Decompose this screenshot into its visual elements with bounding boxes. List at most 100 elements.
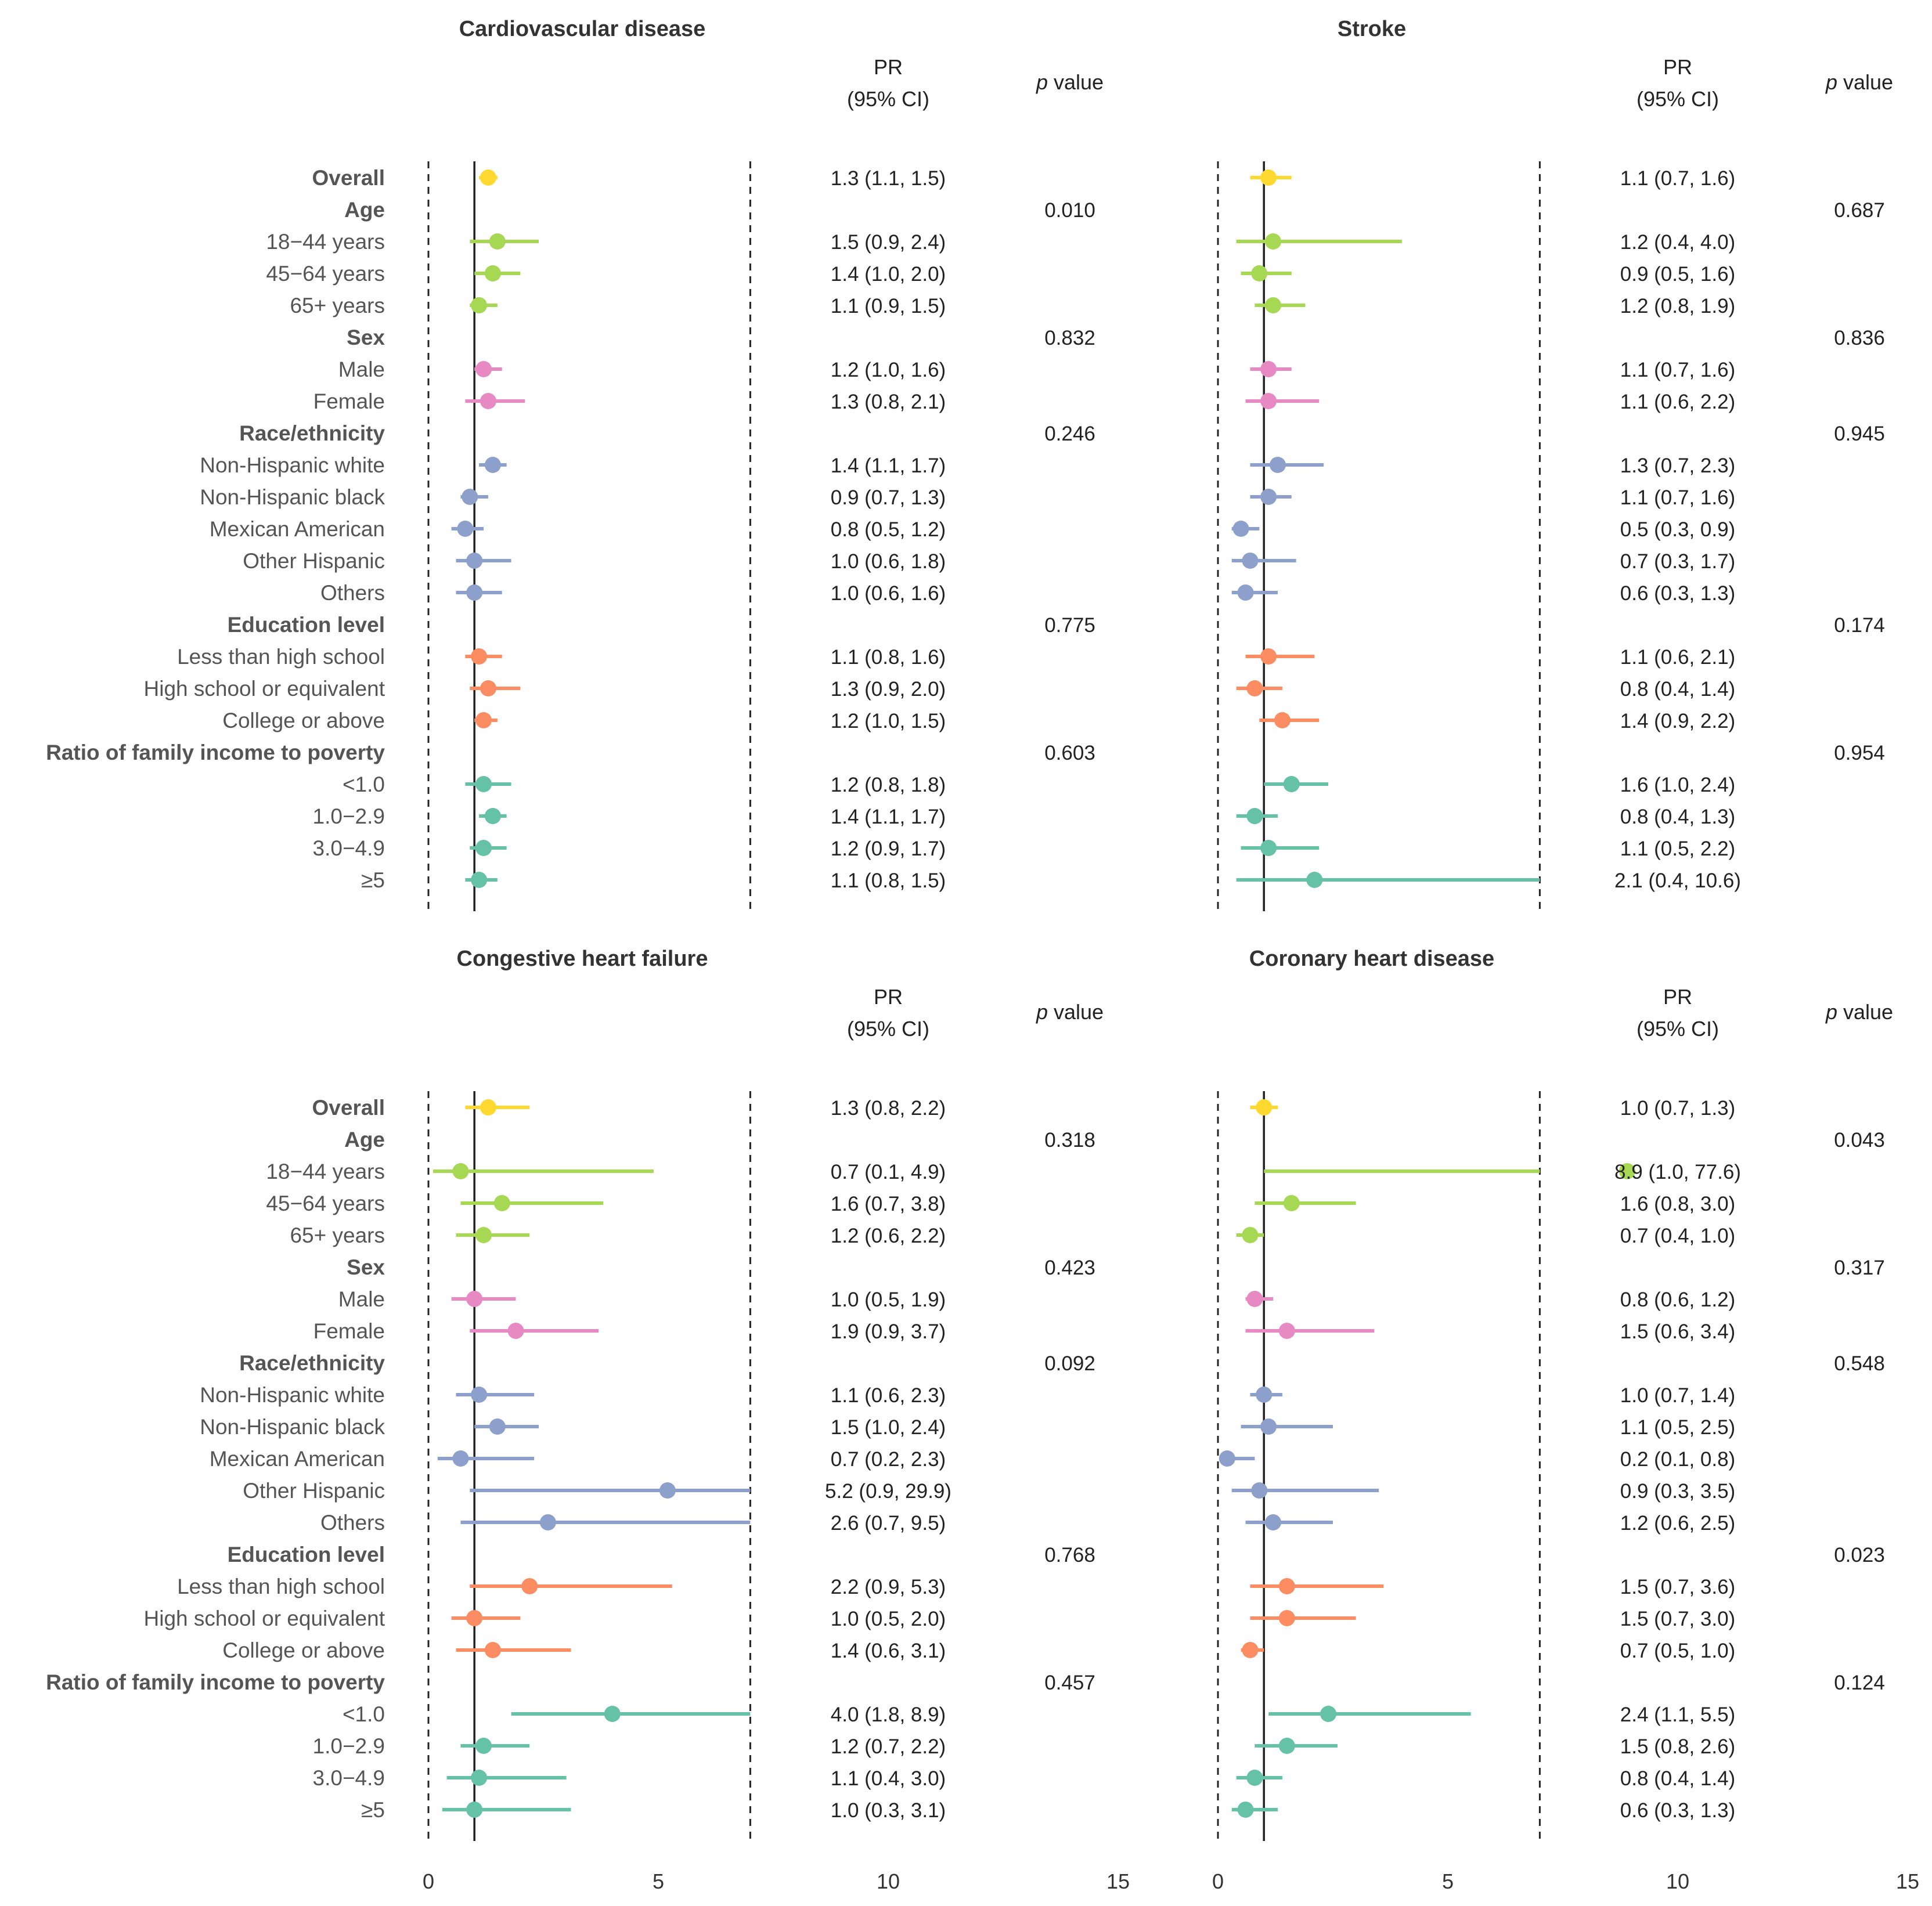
- forest-row: 1.0 (0.7, 1.4): [1250, 1384, 1735, 1407]
- pr-ci-value: 1.4 (0.9, 2.2): [1620, 710, 1735, 732]
- forest-row: 1.1 (0.6, 2.2): [1245, 391, 1735, 413]
- pr-ci-value: 0.7 (0.1, 4.9): [831, 1161, 946, 1183]
- forest-row: 1.1 (0.5, 2.2): [1241, 838, 1735, 860]
- pr-ci-value: 0.8 (0.4, 1.4): [1620, 678, 1735, 701]
- point-estimate: [484, 457, 501, 473]
- point-estimate: [1260, 489, 1277, 505]
- point-estimate: [475, 1227, 492, 1243]
- pr-ci-value: 1.0 (0.7, 1.4): [1620, 1384, 1735, 1407]
- pr-ci-value: 1.5 (0.6, 3.4): [1620, 1320, 1735, 1343]
- forest-row: College or above 1.4 (0.6, 3.1): [222, 1638, 946, 1662]
- pr-ci-value: 1.1 (0.7, 1.6): [1620, 486, 1735, 509]
- point-estimate: [1278, 1578, 1295, 1594]
- pr-ci-value: 0.7 (0.5, 1.0): [1620, 1640, 1735, 1662]
- pr-ci-value: 1.1 (0.4, 3.0): [831, 1767, 946, 1790]
- panel-title: Cardiovascular disease: [459, 17, 706, 41]
- group-label: Ratio of family income to poverty: [46, 1670, 385, 1694]
- row-header: Age 0.010: [344, 198, 1095, 222]
- point-estimate: [1278, 1323, 1295, 1339]
- row-header: Race/ethnicity 0.246: [239, 421, 1095, 445]
- pr-ci-value: 1.1 (0.6, 2.1): [1620, 646, 1735, 669]
- point-estimate: [1278, 1738, 1295, 1754]
- pr-ci-value: 1.5 (0.7, 3.6): [1620, 1576, 1735, 1598]
- point-estimate: [1246, 680, 1263, 696]
- row-label: Female: [313, 389, 385, 413]
- group-label: Race/ethnicity: [239, 421, 385, 445]
- row-label: ≥5: [361, 1798, 385, 1822]
- forest-row: 45−64 years 1.4 (1.0, 2.0): [266, 262, 946, 286]
- group-label: Overall: [312, 1096, 385, 1120]
- pr-ci-value: 1.3 (0.7, 2.3): [1620, 454, 1735, 477]
- pr-ci-value: 1.1 (0.7, 1.6): [1620, 167, 1735, 190]
- p-value: 0.092: [1044, 1352, 1095, 1375]
- pr-ci-value: 1.6 (0.8, 3.0): [1620, 1193, 1735, 1215]
- forest-row: Male 1.0 (0.5, 1.9): [338, 1287, 946, 1311]
- point-estimate: [466, 1610, 483, 1626]
- pr-ci-value: 0.5 (0.3, 0.9): [1620, 518, 1735, 541]
- point-estimate: [1242, 1642, 1259, 1658]
- forest-row: Others 2.6 (0.7, 9.5): [320, 1511, 946, 1535]
- row-label: College or above: [222, 709, 385, 732]
- forest-row: 0.2 (0.1, 0.8): [1219, 1448, 1735, 1471]
- forest-row: 3.0−4.9 1.1 (0.4, 3.0): [313, 1766, 946, 1790]
- pr-ci-value: 0.6 (0.3, 1.3): [1620, 1799, 1735, 1822]
- point-estimate: [475, 1738, 492, 1754]
- point-estimate: [1242, 553, 1259, 569]
- row-header: Ratio of family income to poverty 0.603: [46, 741, 1095, 764]
- forest-row: 0.6 (0.3, 1.3): [1231, 582, 1735, 605]
- point-estimate: [471, 297, 488, 313]
- forest-row: Mexican American 0.7 (0.2, 2.3): [210, 1447, 946, 1471]
- point-estimate: [480, 169, 496, 186]
- point-estimate: [1256, 1387, 1273, 1403]
- forest-row: 0.5 (0.3, 0.9): [1231, 518, 1735, 541]
- point-estimate: [1237, 584, 1254, 601]
- row-label: Others: [320, 1511, 385, 1535]
- forest-row: 1.1 (0.7, 1.6): [1250, 486, 1735, 509]
- p-value: 0.023: [1834, 1544, 1885, 1566]
- point-estimate: [1260, 393, 1277, 409]
- p-value: 0.836: [1834, 327, 1885, 349]
- pr-ci-value: 1.4 (1.0, 2.0): [831, 263, 946, 286]
- row-header: 0.124: [1834, 1672, 1885, 1694]
- p-value-word: value: [1048, 70, 1104, 94]
- p-value: 0.775: [1044, 614, 1095, 637]
- forest-row: 0.7 (0.3, 1.7): [1231, 550, 1735, 573]
- point-estimate: [484, 265, 501, 281]
- pr-ci-value: 1.2 (0.7, 2.2): [831, 1735, 946, 1758]
- row-label: <1.0: [343, 772, 385, 796]
- row-header: Education level 0.775: [228, 613, 1095, 637]
- group-label: Age: [344, 198, 385, 222]
- forest-row: 2.1 (0.4, 10.6): [1236, 869, 1741, 892]
- forest-row: 1.2 (0.6, 2.5): [1245, 1512, 1735, 1535]
- point-estimate: [1278, 1610, 1295, 1626]
- forest-row: College or above 1.2 (1.0, 1.5): [222, 709, 946, 732]
- ci-header: (95% CI): [847, 1017, 929, 1041]
- point-estimate: [1260, 169, 1277, 186]
- row-label: 18−44 years: [266, 1160, 385, 1183]
- x-tick-label-0: 0: [423, 1869, 434, 1893]
- point-estimate: [1242, 1227, 1259, 1243]
- p-value-word: value: [1048, 1000, 1104, 1024]
- point-estimate: [1260, 840, 1277, 856]
- row-header: 0.043: [1834, 1129, 1885, 1151]
- forest-row: Non-Hispanic black 0.9 (0.7, 1.3): [200, 485, 946, 509]
- pr-ci-value: 1.1 (0.9, 1.5): [831, 295, 946, 317]
- forest-row: Female 1.9 (0.9, 3.7): [313, 1319, 946, 1343]
- forest-row: 3.0−4.9 1.2 (0.9, 1.7): [313, 836, 946, 860]
- row-header: Education level 0.768: [228, 1543, 1095, 1566]
- point-estimate: [1265, 297, 1282, 313]
- point-estimate: [471, 1770, 488, 1786]
- row-header: Overall 1.3 (0.8, 2.2): [312, 1096, 946, 1120]
- p-value-header: p value: [1825, 70, 1893, 94]
- point-estimate: [480, 393, 496, 409]
- forest-row: Less than high school 2.2 (0.9, 5.3): [177, 1575, 946, 1598]
- row-header: Sex 0.832: [347, 326, 1095, 349]
- pr-ci-value: 1.0 (0.6, 1.6): [831, 582, 946, 605]
- pr-ci-value: 1.9 (0.9, 3.7): [831, 1320, 946, 1343]
- panel-stroke: Stroke PR (95% CI) p value 1.1 (0.7, 1.6) 0.6…: [1217, 17, 1893, 911]
- point-estimate: [480, 1099, 496, 1116]
- forest-row: 0.8 (0.4, 1.3): [1236, 806, 1735, 828]
- point-estimate: [1260, 1418, 1277, 1435]
- pr-ci-value: 1.5 (0.9, 2.4): [831, 231, 946, 254]
- point-estimate: [475, 361, 492, 377]
